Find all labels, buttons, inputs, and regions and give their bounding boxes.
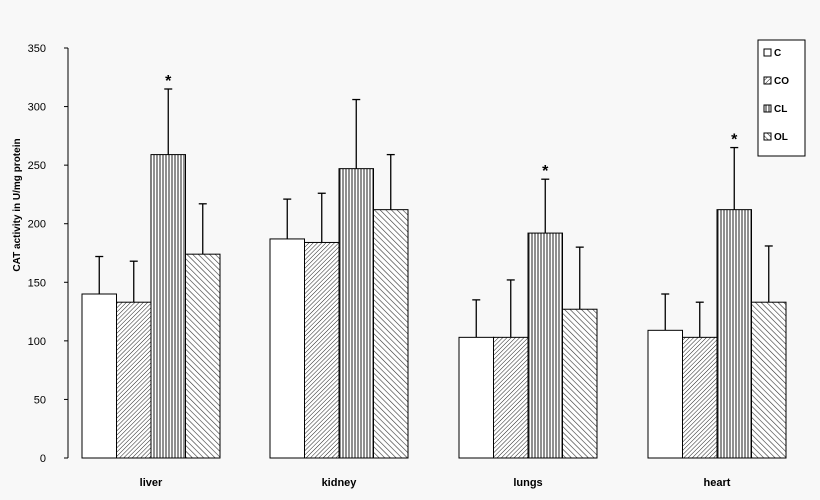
legend-swatch-C [763, 48, 772, 57]
y-axis-label: CAT activity in U/mg protein [12, 138, 23, 271]
x-axis-categories: liver kidney lungs heart [140, 477, 731, 489]
y-tick-label: 100 [28, 336, 46, 348]
bar-kidney-OL [373, 209, 409, 459]
significance-star: * [165, 73, 172, 90]
y-tick-label: 250 [28, 160, 46, 172]
bar-kidney-C [269, 238, 305, 459]
significance-star: * [542, 163, 549, 180]
y-tick-label: 150 [28, 277, 46, 289]
legend-items: C CO CL OL [763, 48, 789, 143]
bar-lungs-OL [562, 308, 598, 459]
legend-label-CO: CO [774, 76, 789, 87]
x-tick-label-heart: heart [704, 477, 731, 489]
x-tick-label-kidney: kidney [322, 477, 358, 489]
bar-group-lungs: * [458, 163, 598, 459]
legend-swatch-CO [763, 76, 772, 85]
bar-group-liver: * [81, 73, 221, 459]
legend-label-OL: OL [774, 132, 788, 143]
bar-group-kidney [269, 98, 409, 459]
bar-lungs-CL [527, 232, 563, 459]
bar-lungs-CO [493, 336, 529, 459]
y-tick-label: 350 [28, 43, 46, 55]
bar-liver-CL [150, 154, 186, 459]
y-tick-label: 0 [40, 453, 46, 465]
bar-group-heart: * [647, 132, 787, 459]
x-tick-label-liver: liver [140, 477, 163, 489]
y-tick-label: 50 [34, 394, 46, 406]
x-tick-label-lungs: lungs [513, 477, 542, 489]
bar-heart-CL [716, 209, 752, 459]
bar-heart-C [647, 329, 683, 459]
y-tick-label: 200 [28, 219, 46, 231]
y-axis-ticks: 0 50 100 150 200 250 300 350 [28, 43, 68, 465]
significance-star: * [731, 132, 738, 149]
bar-liver-C [81, 293, 117, 459]
bar-liver-CO [116, 301, 152, 459]
legend-label-CL: CL [774, 104, 787, 115]
legend: C CO CL OL [757, 39, 806, 157]
legend-label-C: C [774, 48, 781, 59]
bar-heart-CO [682, 336, 718, 459]
bar-heart-OL [751, 301, 787, 459]
bar-lungs-C [458, 336, 494, 459]
bar-groups: * * * [81, 73, 787, 459]
legend-swatch-OL [763, 132, 772, 141]
legend-swatch-CL [763, 104, 772, 113]
bar-kidney-CL [338, 168, 374, 459]
y-tick-label: 300 [28, 102, 46, 114]
bar-kidney-CO [304, 241, 340, 459]
bar-liver-OL [185, 253, 221, 459]
